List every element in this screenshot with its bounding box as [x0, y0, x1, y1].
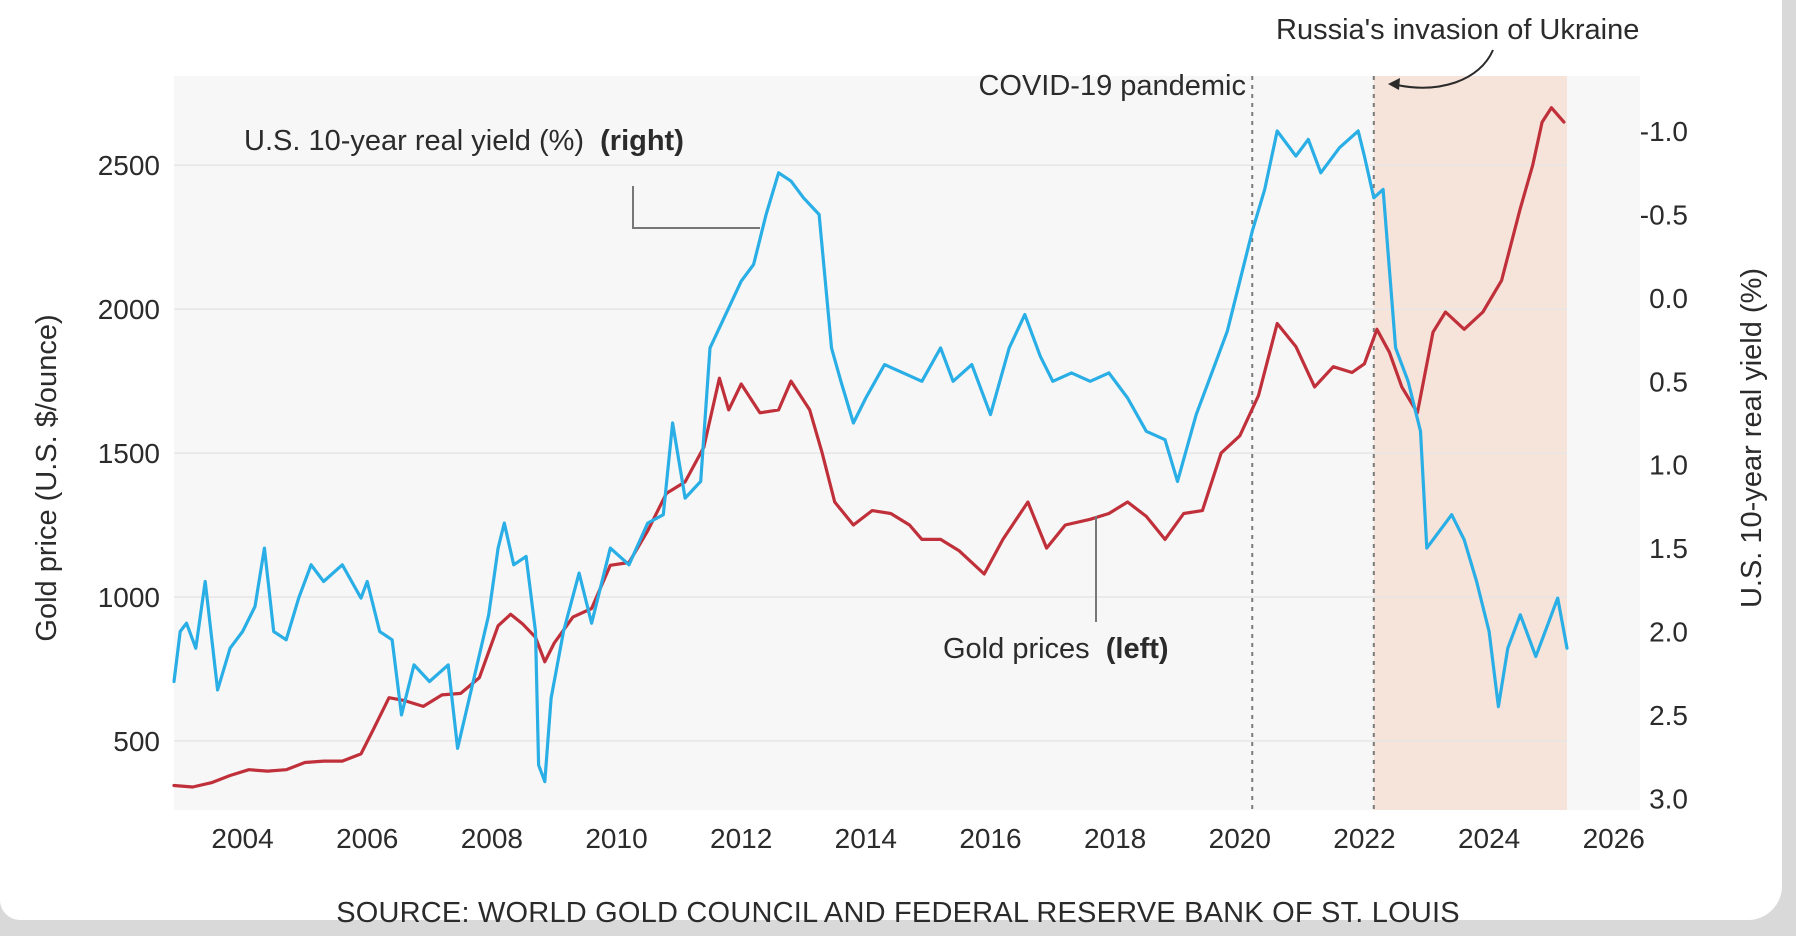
y-right-tick--0.5: -0.5 [1640, 199, 1688, 230]
source-note: SOURCE: WORLD GOLD COUNCIL AND FEDERAL R… [336, 897, 1460, 929]
y-right-tick--1.0: -1.0 [1640, 116, 1688, 147]
y-left-tick-1500: 1500 [98, 438, 160, 469]
y-left-tick-1000: 1000 [98, 582, 160, 613]
real-yield-line [172, 129, 1569, 784]
y-right-tick-3.0: 3.0 [1649, 783, 1688, 814]
gold-annotation-side: (left) [1106, 633, 1169, 665]
ukraine-event-label: Russia's invasion of Ukraine [1276, 14, 1639, 46]
x-tick-2006: 2006 [336, 823, 398, 854]
tick-labels-layer: 500 1000 1500 2000 2500 -1.0 -0.5 0.0 0.5 1.0 1.5 2… [98, 116, 1688, 854]
x-tick-2008: 2008 [461, 823, 523, 854]
y-left-tick-500: 500 [113, 726, 160, 757]
shaded-region-layer [1373, 76, 1567, 810]
y-left-tick-2500: 2500 [98, 150, 160, 181]
x-tick-2020: 2020 [1209, 823, 1271, 854]
x-tick-2016: 2016 [959, 823, 1021, 854]
grid-layer [174, 164, 1567, 742]
yield-annotation: U.S. 10-year real yield (%) (right) [244, 125, 684, 157]
y-left-tick-2000: 2000 [98, 294, 160, 325]
y-right-tick-1.5: 1.5 [1649, 533, 1688, 564]
y-right-tick-0.5: 0.5 [1649, 366, 1688, 397]
x-tick-2004: 2004 [211, 823, 273, 854]
yield-annotation-side: (right) [600, 125, 684, 157]
y-right-tick-2.0: 2.0 [1649, 617, 1688, 648]
x-tick-2024: 2024 [1458, 823, 1520, 854]
gold-annotation-text: Gold prices [943, 633, 1090, 665]
shaded-region [1373, 76, 1567, 810]
x-tick-2010: 2010 [585, 823, 647, 854]
y-right-tick-1.0: 1.0 [1649, 450, 1688, 481]
ukraine-event-arrowhead [1388, 78, 1400, 90]
x-tick-2014: 2014 [835, 823, 897, 854]
x-tick-2022: 2022 [1333, 823, 1395, 854]
y-right-tick-2.5: 2.5 [1649, 700, 1688, 731]
gold-price-line [172, 106, 1566, 789]
y-right-axis-title: U.S. 10-year real yield (%) [1736, 268, 1768, 608]
gold-annotation: Gold prices (left) [943, 633, 1169, 665]
x-tick-2026: 2026 [1583, 823, 1645, 854]
covid-event-label: COVID-19 pandemic [978, 70, 1246, 102]
y-right-tick-0.0: 0.0 [1649, 283, 1688, 314]
yield-annotation-leader [632, 186, 760, 229]
y-left-axis-title: Gold price (U.S. $/ounce) [31, 314, 63, 641]
series-layer [172, 106, 1569, 789]
x-tick-2018: 2018 [1084, 823, 1146, 854]
ukraine-event-arrow [1391, 49, 1494, 89]
yield-annotation-text: U.S. 10-year real yield (%) [244, 125, 584, 157]
x-tick-2012: 2012 [710, 823, 772, 854]
